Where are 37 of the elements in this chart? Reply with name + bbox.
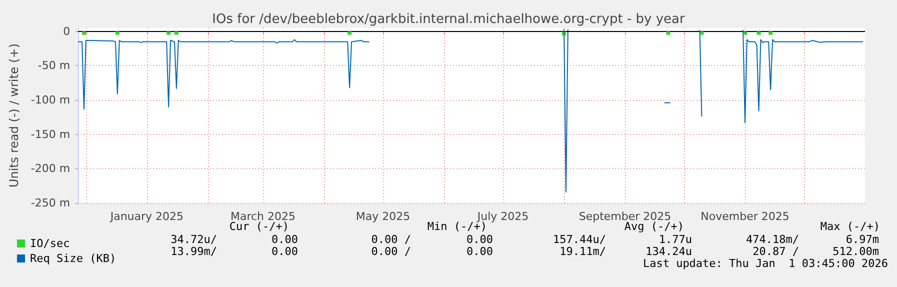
legend-label: Req Size (KB) <box>30 252 116 265</box>
x-tick-label: September 2025 <box>578 210 672 223</box>
text: Max (-/+) <box>820 220 880 233</box>
y-tick-label: -200 m <box>30 162 70 176</box>
text: 13.99m/ <box>170 245 217 258</box>
text: 0.00 / <box>371 245 411 258</box>
text: Last update: Thu Jan 1 03:45:00 2026 <box>642 257 888 270</box>
y-tick-label: -100 m <box>30 94 70 107</box>
x-tick-label: March 2025 <box>230 210 296 223</box>
text: 134.24u <box>646 245 692 258</box>
y-tick-label: -250 m <box>30 196 70 210</box>
text: 0.00 <box>272 245 298 258</box>
text: 0.00 <box>272 233 298 246</box>
x-tick-label: July 2025 <box>476 210 529 223</box>
text: 0.00 / <box>371 233 411 246</box>
text: 19.11m/ <box>560 245 606 258</box>
y-tick-label: -150 m <box>30 128 70 141</box>
text: 1.77u <box>658 233 692 246</box>
text: 34.72u/ <box>170 233 217 246</box>
text: 0.00 <box>466 233 493 246</box>
text: 512.00m <box>832 245 879 258</box>
legend-label: IO/sec <box>30 237 70 250</box>
text: Min (-/+) <box>427 220 487 233</box>
y-axis-title: Units read (-) / write (+) <box>7 43 21 188</box>
y-tick-label: -50 m <box>38 59 70 72</box>
text: Cur (-/+) <box>229 220 289 233</box>
text: Avg (-/+) <box>624 220 684 233</box>
text: 20.87 / <box>752 245 799 258</box>
text: 474.18m/ <box>746 233 799 246</box>
text: 6.97m <box>846 233 879 246</box>
x-tick-label: January 2025 <box>109 210 184 223</box>
text: 0.00 <box>466 245 493 258</box>
x-tick-label: November 2025 <box>700 210 790 223</box>
chart-title: IOs for /dev/beeblebrox/garkbit.internal.michaelhowe.org-crypt - by year <box>212 12 686 27</box>
text: 157.44u/ <box>553 233 606 246</box>
y-tick-label: 0 <box>63 24 70 38</box>
x-tick-label: May 2025 <box>356 210 410 223</box>
